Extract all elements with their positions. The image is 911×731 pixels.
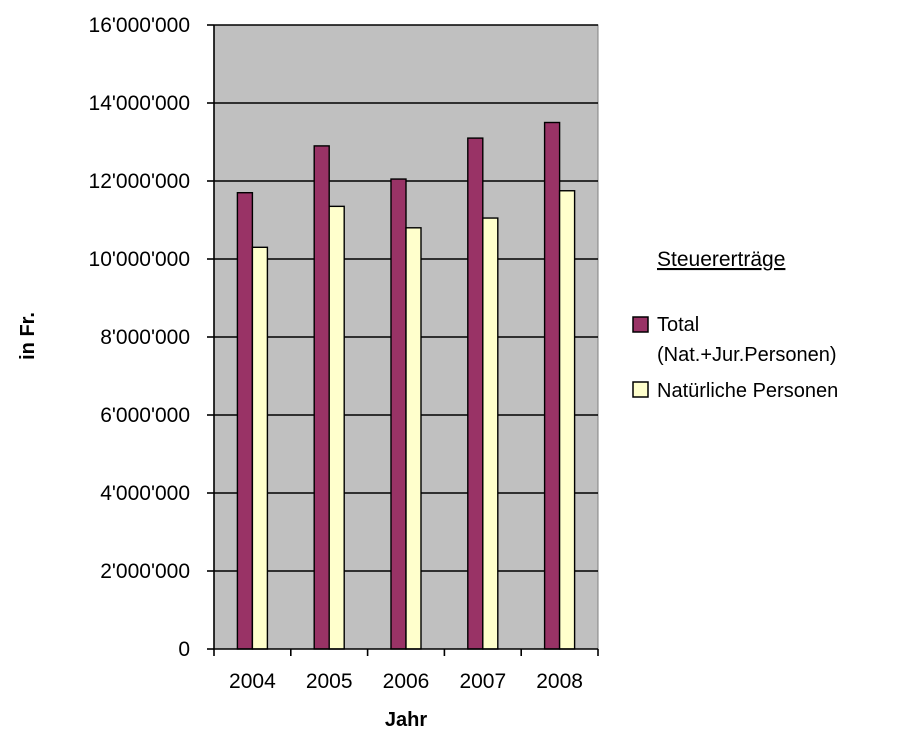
bar-natuerliche-personen-2007 [482,217,499,650]
legend-swatch-natuerliche-personen [632,381,649,398]
y-tick-label: 4'000'000 [100,482,190,505]
y-tick-label: 16'000'000 [89,14,190,37]
legend-label-natuerliche-personen: Natürliche Personen [657,380,838,402]
y-axis-title: in Fr. [17,312,39,360]
y-tick-label: 2'000'000 [100,560,190,583]
legend-swatch-total [632,316,649,333]
y-axis-ticks: 0 2'000'000 4'000'000 6'000'000 8'000'000 10'… [89,14,214,661]
legend: Steuererträge Total (Nat.+Jur.Personen) … [632,248,838,402]
x-axis-ticks: 2004 2005 2006 2007 2008 [213,649,599,693]
x-tick-label: 2007 [459,670,506,693]
bar-natuerliche-personen-2004 [251,246,269,650]
bar-total-2008 [543,121,561,650]
y-tick-label: 8'000'000 [100,326,190,349]
bar-natuerliche-personen-2008 [558,190,576,650]
legend-label-total-line2: (Nat.+Jur.Personen) [657,344,837,366]
bar-natuerliche-personen-2006 [405,227,422,650]
bars [236,121,576,650]
y-tick-label: 0 [178,638,190,661]
legend-label-total: Total [657,314,699,336]
x-tick-label: 2006 [383,670,430,693]
x-tick-label: 2008 [536,670,583,693]
legend-title: Steuererträge [657,248,785,271]
y-tick-label: 12'000'000 [89,170,190,193]
y-tick-label: 6'000'000 [100,404,190,427]
y-tick-label: 14'000'000 [89,92,190,115]
bar-total-2006 [390,178,407,650]
bar-total-2007 [467,137,484,650]
y-tick-label: 10'000'000 [89,248,190,271]
x-tick-label: 2004 [229,670,276,693]
x-tick-label: 2005 [306,670,353,693]
x-axis-title: Jahr [385,709,427,731]
bar-total-2004 [236,191,254,650]
bar-natuerliche-personen-2005 [328,205,345,650]
bar-total-2005 [313,145,330,650]
